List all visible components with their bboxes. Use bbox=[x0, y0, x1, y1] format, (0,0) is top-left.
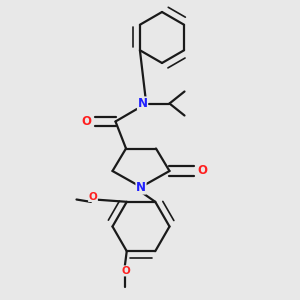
Text: N: N bbox=[137, 97, 148, 110]
Text: O: O bbox=[122, 266, 130, 276]
Text: O: O bbox=[197, 164, 207, 178]
Text: O: O bbox=[88, 191, 98, 202]
Text: O: O bbox=[81, 115, 91, 128]
Text: N: N bbox=[136, 181, 146, 194]
